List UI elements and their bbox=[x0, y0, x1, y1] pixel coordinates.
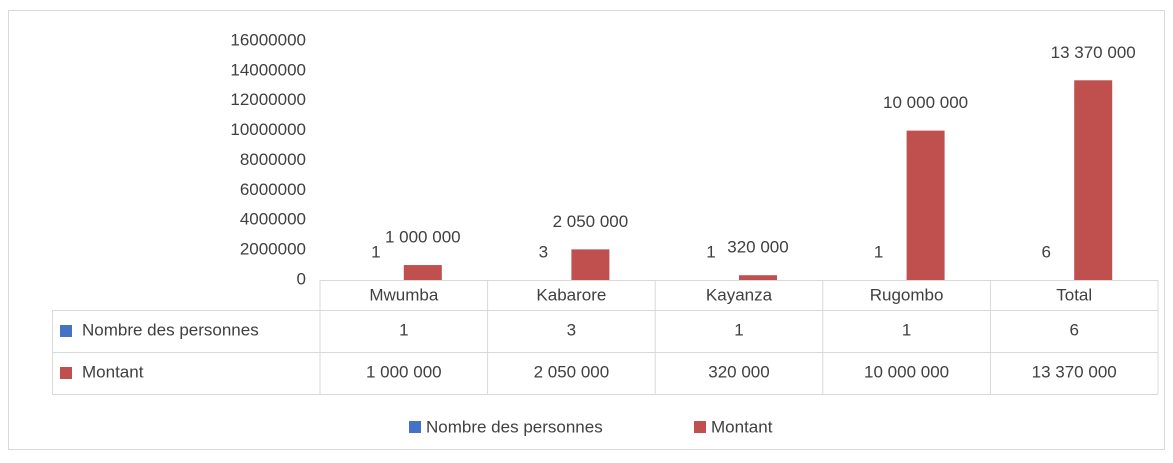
table-cell: 6 bbox=[1069, 320, 1078, 339]
data-label: 1 bbox=[706, 242, 715, 261]
y-tick-label: 14000000 bbox=[230, 60, 306, 79]
data-label: 6 bbox=[1041, 242, 1050, 261]
data-label: 320 000 bbox=[727, 238, 788, 257]
table-cell: 1 bbox=[734, 320, 743, 339]
bar bbox=[1074, 80, 1112, 280]
y-tick-label: 2000000 bbox=[240, 240, 306, 259]
y-tick-label: 0 bbox=[297, 269, 306, 288]
table-row-label: Montant bbox=[82, 362, 144, 381]
category-label: Mwumba bbox=[369, 285, 439, 304]
table-cell: 2 050 000 bbox=[534, 362, 610, 381]
table-legend-key bbox=[60, 325, 72, 337]
bar bbox=[739, 275, 777, 280]
table-cell: 1 bbox=[902, 320, 911, 339]
table-row-label: Nombre des personnes bbox=[82, 320, 259, 339]
data-label: 3 bbox=[539, 242, 548, 261]
category-label: Rugombo bbox=[870, 285, 944, 304]
table-cell: 13 370 000 bbox=[1032, 362, 1117, 381]
table-cell: 10 000 000 bbox=[864, 362, 949, 381]
bar bbox=[571, 249, 609, 280]
table-cell: 1 bbox=[399, 320, 408, 339]
y-tick-label: 4000000 bbox=[240, 210, 306, 229]
legend-key bbox=[409, 421, 421, 433]
y-tick-label: 16000000 bbox=[230, 30, 306, 49]
bar bbox=[907, 131, 945, 280]
table-cell: 3 bbox=[567, 320, 576, 339]
table-cell: 1 000 000 bbox=[366, 362, 442, 381]
legend-label: Montant bbox=[711, 417, 773, 436]
data-label: 2 050 000 bbox=[553, 212, 629, 231]
category-label: Kayanza bbox=[706, 285, 773, 304]
table-cell: 320 000 bbox=[708, 362, 769, 381]
category-label: Kabarore bbox=[536, 285, 606, 304]
bar bbox=[404, 265, 442, 280]
y-tick-label: 6000000 bbox=[240, 180, 306, 199]
legend-key bbox=[694, 421, 706, 433]
y-tick-label: 12000000 bbox=[230, 90, 306, 109]
data-label: 1 bbox=[874, 242, 883, 261]
data-label: 10 000 000 bbox=[883, 93, 968, 112]
y-tick-label: 10000000 bbox=[230, 120, 306, 139]
data-label: 1 bbox=[371, 242, 380, 261]
table-legend-key bbox=[60, 367, 72, 379]
data-label: 1 000 000 bbox=[385, 228, 461, 247]
y-tick-label: 8000000 bbox=[240, 150, 306, 169]
legend-label: Nombre des personnes bbox=[426, 417, 603, 436]
category-label: Total bbox=[1056, 285, 1092, 304]
data-label: 13 370 000 bbox=[1051, 43, 1136, 62]
